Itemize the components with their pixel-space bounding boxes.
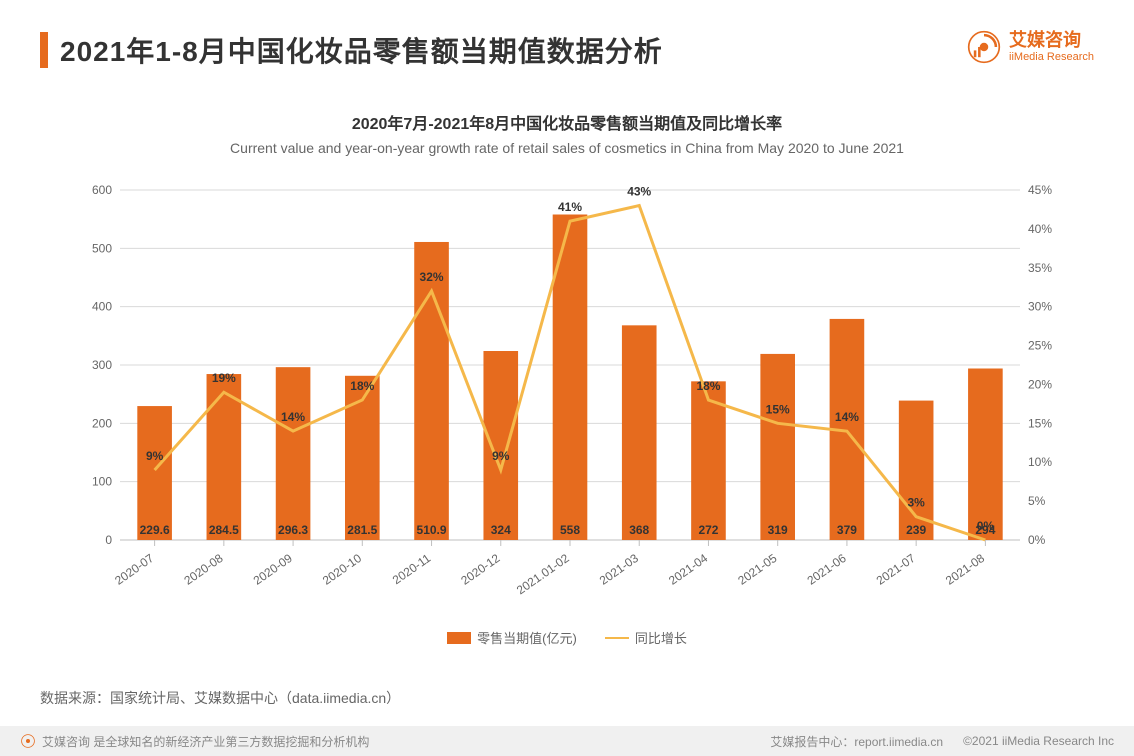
subtitle-en: Current value and year-on-year growth ra… [0,140,1134,156]
svg-text:2021-04: 2021-04 [666,551,710,588]
svg-text:2020-08: 2020-08 [181,551,225,588]
svg-text:239: 239 [906,523,926,537]
svg-text:43%: 43% [627,185,651,199]
svg-text:45%: 45% [1028,183,1052,197]
svg-text:324: 324 [491,523,511,537]
svg-text:284.5: 284.5 [209,523,239,537]
title-accent-bar [40,32,48,68]
svg-text:2020-12: 2020-12 [458,551,502,588]
svg-text:2021-07: 2021-07 [874,551,918,588]
svg-text:379: 379 [837,523,857,537]
legend-line-label: 同比增长 [635,628,687,647]
logo-text-cn: 艾媒咨询 [1009,31,1094,51]
data-source: 数据来源：国家统计局、艾媒数据中心（data.iimedia.cn） [40,688,400,708]
footer-logo-icon [20,733,36,749]
svg-text:14%: 14% [835,410,859,424]
legend-line: 同比增长 [605,628,687,647]
svg-text:25%: 25% [1028,339,1052,353]
legend-line-swatch [605,637,629,639]
svg-text:5%: 5% [1028,494,1046,508]
svg-text:319: 319 [768,523,788,537]
subtitle-cn: 2020年7月-2021年8月中国化妆品零售额当期值及同比增长率 [0,110,1134,134]
legend: 零售当期值(亿元) 同比增长 [0,628,1134,647]
svg-text:10%: 10% [1028,455,1052,469]
svg-text:15%: 15% [1028,416,1052,430]
legend-bar-swatch [447,632,471,644]
svg-text:500: 500 [92,241,112,255]
footer-center-text: 艾媒报告中心：report.iimedia.cn [770,733,943,750]
svg-text:18%: 18% [696,379,720,393]
title-wrap: 2021年1-8月中国化妆品零售额当期值数据分析 [40,30,663,70]
svg-text:600: 600 [92,183,112,197]
svg-text:32%: 32% [420,270,444,284]
footer: 艾媒咨询 是全球知名的新经济产业第三方数据挖掘和分析机构 艾媒报告中心：repo… [0,726,1134,756]
page-title: 2021年1-8月中国化妆品零售额当期值数据分析 [60,30,663,70]
svg-text:3%: 3% [907,496,925,510]
svg-text:0%: 0% [1028,533,1046,547]
svg-text:19%: 19% [212,371,236,385]
svg-text:2021-05: 2021-05 [735,551,779,588]
logo-icon [967,30,1001,64]
svg-text:2020-10: 2020-10 [320,551,364,588]
svg-text:2020-07: 2020-07 [112,551,156,588]
svg-text:558: 558 [560,523,580,537]
footer-left: 艾媒咨询 是全球知名的新经济产业第三方数据挖掘和分析机构 [20,733,369,750]
svg-text:40%: 40% [1028,222,1052,236]
footer-left-text: 艾媒咨询 是全球知名的新经济产业第三方数据挖掘和分析机构 [42,733,369,750]
chart-subtitle: 2020年7月-2021年8月中国化妆品零售额当期值及同比增长率 Current… [0,110,1134,156]
svg-text:281.5: 281.5 [347,523,377,537]
svg-text:9%: 9% [146,449,164,463]
svg-text:15%: 15% [766,402,790,416]
svg-text:296.3: 296.3 [278,523,308,537]
svg-text:0%: 0% [977,519,995,533]
footer-right-text: ©2021 iiMedia Research Inc [963,734,1114,748]
svg-text:18%: 18% [350,379,374,393]
svg-text:2021.01-02: 2021.01-02 [514,551,572,597]
svg-text:2020-11: 2020-11 [390,551,434,587]
svg-text:368: 368 [629,523,649,537]
svg-text:200: 200 [92,416,112,430]
logo: 艾媒咨询 iiMedia Research [967,30,1094,64]
svg-text:20%: 20% [1028,377,1052,391]
chart-area: 0 100 200 300 400 500 600 0% 5% 10% 15% 20% 25% 30% 35… [70,180,1070,620]
logo-text-en: iiMedia Research [1009,51,1094,63]
svg-text:9%: 9% [492,449,510,463]
svg-text:0: 0 [105,533,112,547]
chart-svg: 0 100 200 300 400 500 600 0% 5% 10% 15% 20% 25% 30% 35… [70,180,1070,620]
svg-text:35%: 35% [1028,261,1052,275]
svg-text:100: 100 [92,475,112,489]
svg-text:30%: 30% [1028,300,1052,314]
svg-text:272: 272 [698,523,718,537]
svg-text:300: 300 [92,358,112,372]
svg-text:229.6: 229.6 [140,523,170,537]
svg-text:14%: 14% [281,410,305,424]
svg-text:41%: 41% [558,200,582,214]
legend-bar-label: 零售当期值(亿元) [477,628,577,647]
header: 2021年1-8月中国化妆品零售额当期值数据分析 艾媒咨询 iiMedia Re… [40,30,1094,70]
svg-text:2021-06: 2021-06 [805,551,849,588]
svg-text:510.9: 510.9 [417,523,447,537]
svg-text:2020-09: 2020-09 [251,551,295,588]
svg-text:400: 400 [92,300,112,314]
svg-text:2021-08: 2021-08 [943,551,987,588]
svg-text:2021-03: 2021-03 [597,551,641,588]
legend-bar: 零售当期值(亿元) [447,628,577,647]
